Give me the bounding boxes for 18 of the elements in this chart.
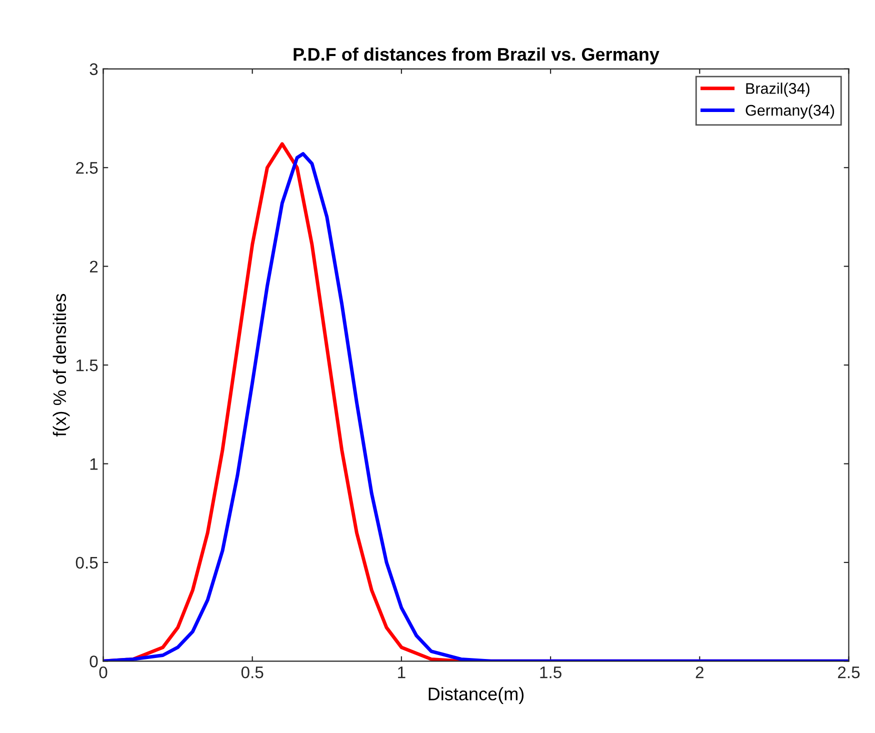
- x-tick-label: 1: [398, 666, 406, 678]
- y-tick-label: 2: [90, 260, 98, 272]
- y-tick-label: 1.5: [76, 360, 98, 372]
- x-axis-title: Distance(m): [428, 687, 524, 704]
- y-tick-label: 1: [90, 458, 98, 470]
- legend-label: Brazil(34): [746, 82, 810, 97]
- x-tick-label: 0: [99, 666, 108, 678]
- y-axis-title: f(x) % of densities: [52, 294, 70, 437]
- x-tick-label: 0.5: [241, 666, 264, 678]
- chart-title: P.D.F of distances from Brazil vs. Germany: [294, 47, 660, 64]
- x-tick-label: 2.5: [838, 666, 860, 678]
- y-tick-label: 0: [90, 656, 98, 668]
- x-tick-label: 1.5: [540, 666, 562, 678]
- y-tick-label: 0.5: [76, 556, 98, 569]
- x-tick-label: 2: [696, 666, 704, 678]
- y-tick-label: 2.5: [76, 162, 98, 174]
- legend-label: Germany(34): [746, 104, 834, 119]
- y-tick-label: 3: [90, 63, 98, 76]
